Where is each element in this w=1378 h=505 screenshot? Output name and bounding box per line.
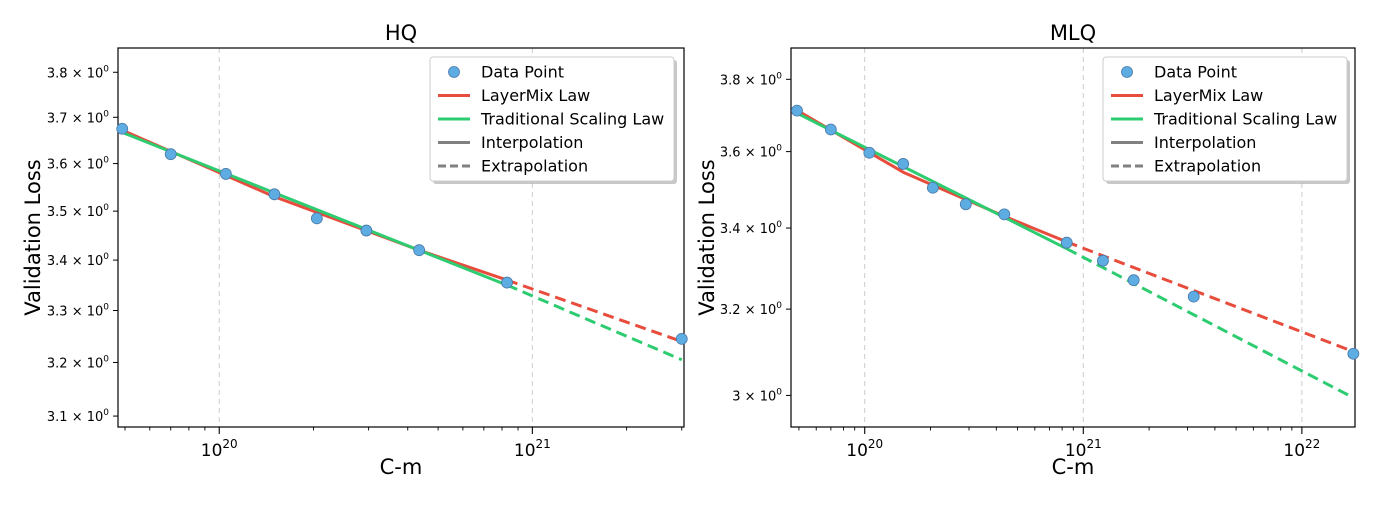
plot-area [121, 128, 683, 362]
chart-title: MLQ [1050, 21, 1096, 45]
x-tick-label: 1021 [514, 437, 551, 461]
chart-mlq: 1020 1021 1022 3 × 100 3.2 × 100 3.4 × 100 3.6… [695, 21, 1360, 479]
data-point [675, 332, 688, 345]
y-tick-label: 3.8 × 100 [720, 71, 782, 88]
legend-label-extrapolation: Extrapolation [1154, 157, 1261, 176]
x-axis-label: C-m [1052, 455, 1095, 479]
y-tick-label: 3.5 × 100 [47, 203, 109, 220]
legend-label-data-point: Data Point [1154, 63, 1237, 82]
x-tick-label: 1021 [1065, 437, 1102, 461]
data-point [959, 198, 972, 211]
legend: Data Point LayerMix Law Traditional Scalin… [1102, 56, 1350, 184]
legend-label-interpolation: Interpolation [1154, 133, 1256, 152]
y-tick-label: 3.1 × 100 [47, 408, 109, 425]
y-tick-label: 3 × 100 [732, 387, 782, 404]
y-tick-label: 3.7 × 100 [47, 109, 109, 126]
data-point [219, 168, 232, 180]
y-tick-label: 3.6 × 100 [720, 144, 782, 161]
x-tick-label: 1020 [201, 437, 238, 461]
data-point [926, 181, 939, 194]
traditional-scaling-law-interpolation-line [796, 111, 1068, 251]
data-point [501, 276, 513, 289]
data-point [268, 188, 281, 201]
plot-frame [117, 47, 685, 428]
y-tick-label: 3.3 × 100 [47, 302, 109, 319]
x-tick-label: 1020 [846, 437, 883, 461]
y-tick-label: 3.2 × 100 [47, 354, 109, 371]
traditional-scaling-law-extrapolation-line [506, 283, 683, 362]
legend-box [1102, 56, 1348, 182]
data-point [791, 104, 803, 117]
chart-hq: 1020 1021 3.1 × 100 3.2 × 100 3.3 × 100 3.4 ×… [21, 21, 688, 479]
legend-label-data-point: Data Point [481, 63, 564, 82]
legend-label-layermix-law: LayerMix Law [1154, 86, 1263, 105]
legend-marker-data-point [1121, 66, 1133, 78]
x-minor-ticks [798, 427, 1293, 431]
y-tick-label: 3.6 × 100 [47, 156, 109, 173]
data-point [360, 224, 373, 237]
plot-area [796, 109, 1355, 400]
data-point [1060, 236, 1073, 249]
legend-label-traditional-scaling-law: Traditional Scaling Law [1153, 110, 1337, 129]
legend-label-interpolation: Interpolation [481, 133, 583, 152]
data-point [998, 208, 1011, 221]
legend-marker-data-point [448, 66, 460, 78]
data-point [1097, 254, 1109, 267]
legend-label-layermix-law: LayerMix Law [481, 86, 590, 105]
y-axis-label: Validation Loss [695, 159, 719, 315]
traditional-scaling-law-extrapolation-line [1066, 247, 1355, 400]
data-point [1347, 347, 1360, 360]
data-point [897, 158, 910, 170]
traditional-scaling-law-interpolation-line [121, 131, 508, 287]
legend: Data Point LayerMix Law Traditional Scalin… [429, 56, 677, 184]
layermix-law-extrapolation-line [506, 278, 683, 343]
x-tick-label: 1022 [1283, 437, 1320, 461]
y-axis-label: Validation Loss [21, 159, 45, 315]
y-tick-label: 3.2 × 100 [720, 301, 782, 318]
data-point [116, 122, 129, 135]
y-tick-label: 3.4 × 100 [47, 252, 109, 269]
legend-box [429, 56, 675, 182]
data-point [863, 146, 876, 159]
x-axis-label: C-m [380, 455, 423, 479]
chart-title: HQ [385, 21, 417, 45]
layermix-law-extrapolation-line [1066, 240, 1354, 354]
data-point [1127, 274, 1140, 287]
legend-label-traditional-scaling-law: Traditional Scaling Law [480, 110, 664, 129]
layermix-law-interpolation-line [796, 109, 1068, 244]
data-point [413, 244, 426, 257]
legend-label-extrapolation: Extrapolation [481, 157, 588, 176]
y-tick-label: 3.4 × 100 [720, 220, 782, 237]
data-point [1187, 290, 1200, 303]
data-point [164, 148, 177, 161]
x-minor-ticks [124, 427, 683, 431]
data-point [824, 123, 837, 136]
y-tick-label: 3.8 × 100 [47, 64, 109, 81]
data-point [310, 212, 323, 225]
